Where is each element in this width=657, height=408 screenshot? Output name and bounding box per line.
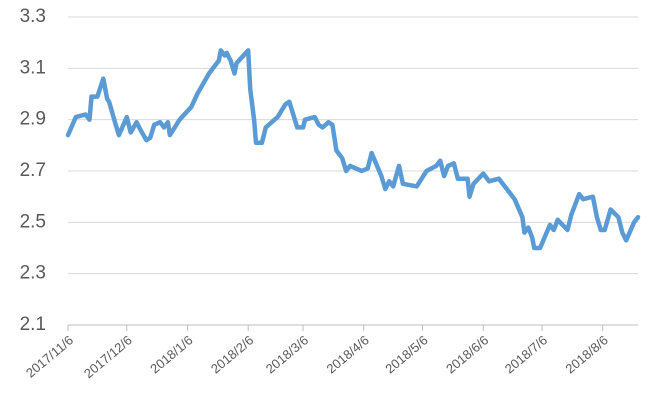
x-tick-label: 2018/1/6 <box>147 332 195 376</box>
x-tick-label: 2018/6/6 <box>443 332 491 376</box>
x-tick-label: 2017/12/6 <box>81 332 135 381</box>
data-line <box>65 48 641 251</box>
x-tick-label: 2018/8/6 <box>562 332 610 376</box>
y-tick-label: 2.9 <box>20 109 46 130</box>
y-tick-label: 2.5 <box>20 211 46 232</box>
x-tick-label: 2018/5/6 <box>382 332 430 376</box>
x-tick-label: 2018/2/6 <box>208 332 256 376</box>
x-tick-label: 2017/11/6 <box>23 332 76 380</box>
x-tick-label: 2018/3/6 <box>263 332 311 376</box>
y-tick-label: 2.1 <box>20 314 46 335</box>
y-tick-label: 2.7 <box>20 160 46 181</box>
x-tick-label: 2018/4/6 <box>324 332 372 376</box>
y-tick-label: 3.1 <box>20 57 46 78</box>
y-tick-label: 2.3 <box>20 263 46 284</box>
x-tick-label: 2018/7/6 <box>502 332 550 376</box>
y-tick-label: 3.3 <box>20 6 46 27</box>
